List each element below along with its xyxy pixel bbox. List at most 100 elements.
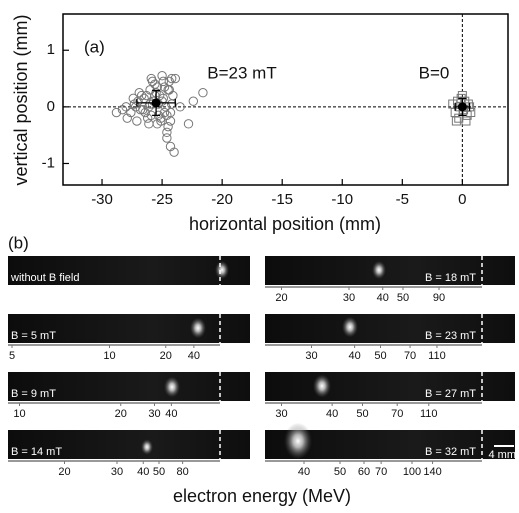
energy-tick-label: 50	[356, 408, 368, 420]
energy-tick-label: 50	[397, 292, 409, 304]
image-strip	[265, 256, 515, 285]
y-tick-label: 0	[47, 98, 55, 115]
mean-point	[457, 102, 467, 112]
energy-tick-label: 20	[275, 292, 287, 304]
data-point	[144, 119, 154, 129]
annotation: B=0	[419, 63, 450, 82]
image-strip	[8, 314, 250, 343]
image-strip	[8, 256, 250, 285]
energy-tick-label: 50	[374, 350, 386, 362]
energy-tick-label: 40	[165, 408, 177, 420]
data-point	[188, 96, 199, 106]
strip-label: B = 14 mT	[11, 446, 62, 458]
data-point	[111, 107, 122, 118]
data-point	[159, 82, 170, 92]
x-tick-label: 0	[458, 191, 466, 208]
data-point	[162, 133, 172, 143]
energy-tick-label: 10	[103, 350, 115, 362]
data-point	[166, 73, 177, 84]
energy-tick-label: 70	[391, 408, 403, 420]
electron-spot	[342, 316, 358, 338]
panel-label: (a)	[84, 37, 105, 56]
data-point	[169, 147, 179, 157]
data-point	[147, 76, 158, 87]
strip-label: B = 18 mT	[425, 272, 476, 284]
x-tick-label: -30	[91, 191, 113, 208]
energy-tick-label: 5	[9, 350, 15, 362]
strip-label: B = 23 mT	[425, 330, 476, 342]
strip-label: without B field	[10, 272, 79, 284]
energy-tick-label: 20	[58, 466, 70, 478]
energy-tick-label: 40	[298, 466, 310, 478]
energy-tick-label: 30	[111, 466, 123, 478]
electron-spot	[141, 439, 153, 455]
strip-label: B = 32 mT	[425, 446, 476, 458]
image-strip	[8, 430, 250, 459]
x-tick-label: -25	[151, 191, 173, 208]
energy-tick-label: 40	[326, 408, 338, 420]
energy-tick-label: 50	[334, 466, 346, 478]
energy-tick-label: 70	[375, 466, 387, 478]
energy-tick-label: 30	[275, 408, 287, 420]
image-strip	[265, 372, 515, 401]
y-tick-label: 1	[47, 41, 55, 58]
data-point	[162, 127, 172, 138]
data-point	[130, 102, 141, 112]
data-point	[198, 88, 208, 98]
electron-spot	[372, 260, 386, 280]
plot-frame	[62, 13, 509, 186]
strip-label: B = 5 mT	[11, 330, 56, 342]
data-point	[140, 107, 150, 118]
data-point	[158, 76, 168, 87]
x-axis-label: horizontal position (mm)	[189, 214, 381, 234]
data-point	[170, 73, 181, 84]
annotation: B=23 mT	[207, 63, 276, 82]
energy-tick-label: 40	[377, 292, 389, 304]
data-point	[121, 102, 131, 112]
data-point	[135, 104, 146, 115]
electron-spot	[313, 374, 331, 398]
energy-tick-label: 100	[403, 466, 421, 478]
energy-tick-label: 60	[358, 466, 370, 478]
electron-spot	[190, 317, 206, 339]
data-point	[183, 119, 194, 129]
panel-label: (b)	[8, 233, 29, 252]
energy-tick-label: 40	[349, 350, 361, 362]
energy-tick-label: 80	[177, 466, 189, 478]
x-tick-label: -5	[396, 191, 409, 208]
energy-tick-label: 140	[423, 466, 441, 478]
image-strip	[8, 372, 250, 401]
electron-spot	[215, 260, 229, 280]
energy-tick-label: 30	[343, 292, 355, 304]
data-point	[164, 85, 174, 95]
data-point	[132, 116, 142, 126]
data-point	[157, 71, 167, 81]
electron-spot	[284, 422, 312, 460]
strip-label: B = 27 mT	[425, 388, 476, 400]
y-axis-label: vertical position (mm)	[11, 14, 31, 185]
data-point	[134, 88, 144, 98]
data-point	[136, 90, 147, 101]
energy-tick-label: 50	[153, 466, 165, 478]
energy-tick-label: 10	[13, 408, 25, 420]
energy-tick-label: 30	[305, 350, 317, 362]
x-axis-label: electron energy (MeV)	[173, 486, 351, 506]
energy-tick-label: 110	[428, 350, 446, 362]
energy-tick-label: 90	[433, 292, 445, 304]
data-point	[451, 116, 461, 126]
energy-tick-label: 30	[148, 408, 160, 420]
image-strip	[265, 314, 515, 343]
electron-spot	[164, 376, 180, 398]
scale-bar-label: 4 mm	[489, 449, 517, 461]
energy-tick-label: 20	[160, 350, 172, 362]
data-point	[461, 116, 471, 126]
data-point	[142, 113, 153, 123]
data-point	[150, 90, 160, 101]
x-tick-label: -20	[211, 191, 233, 208]
data-point	[122, 113, 132, 123]
energy-tick-label: 70	[404, 350, 416, 362]
strip-label: B = 9 mT	[11, 388, 56, 400]
data-point	[466, 108, 476, 118]
data-point	[163, 121, 173, 132]
x-tick-label: -15	[271, 191, 293, 208]
